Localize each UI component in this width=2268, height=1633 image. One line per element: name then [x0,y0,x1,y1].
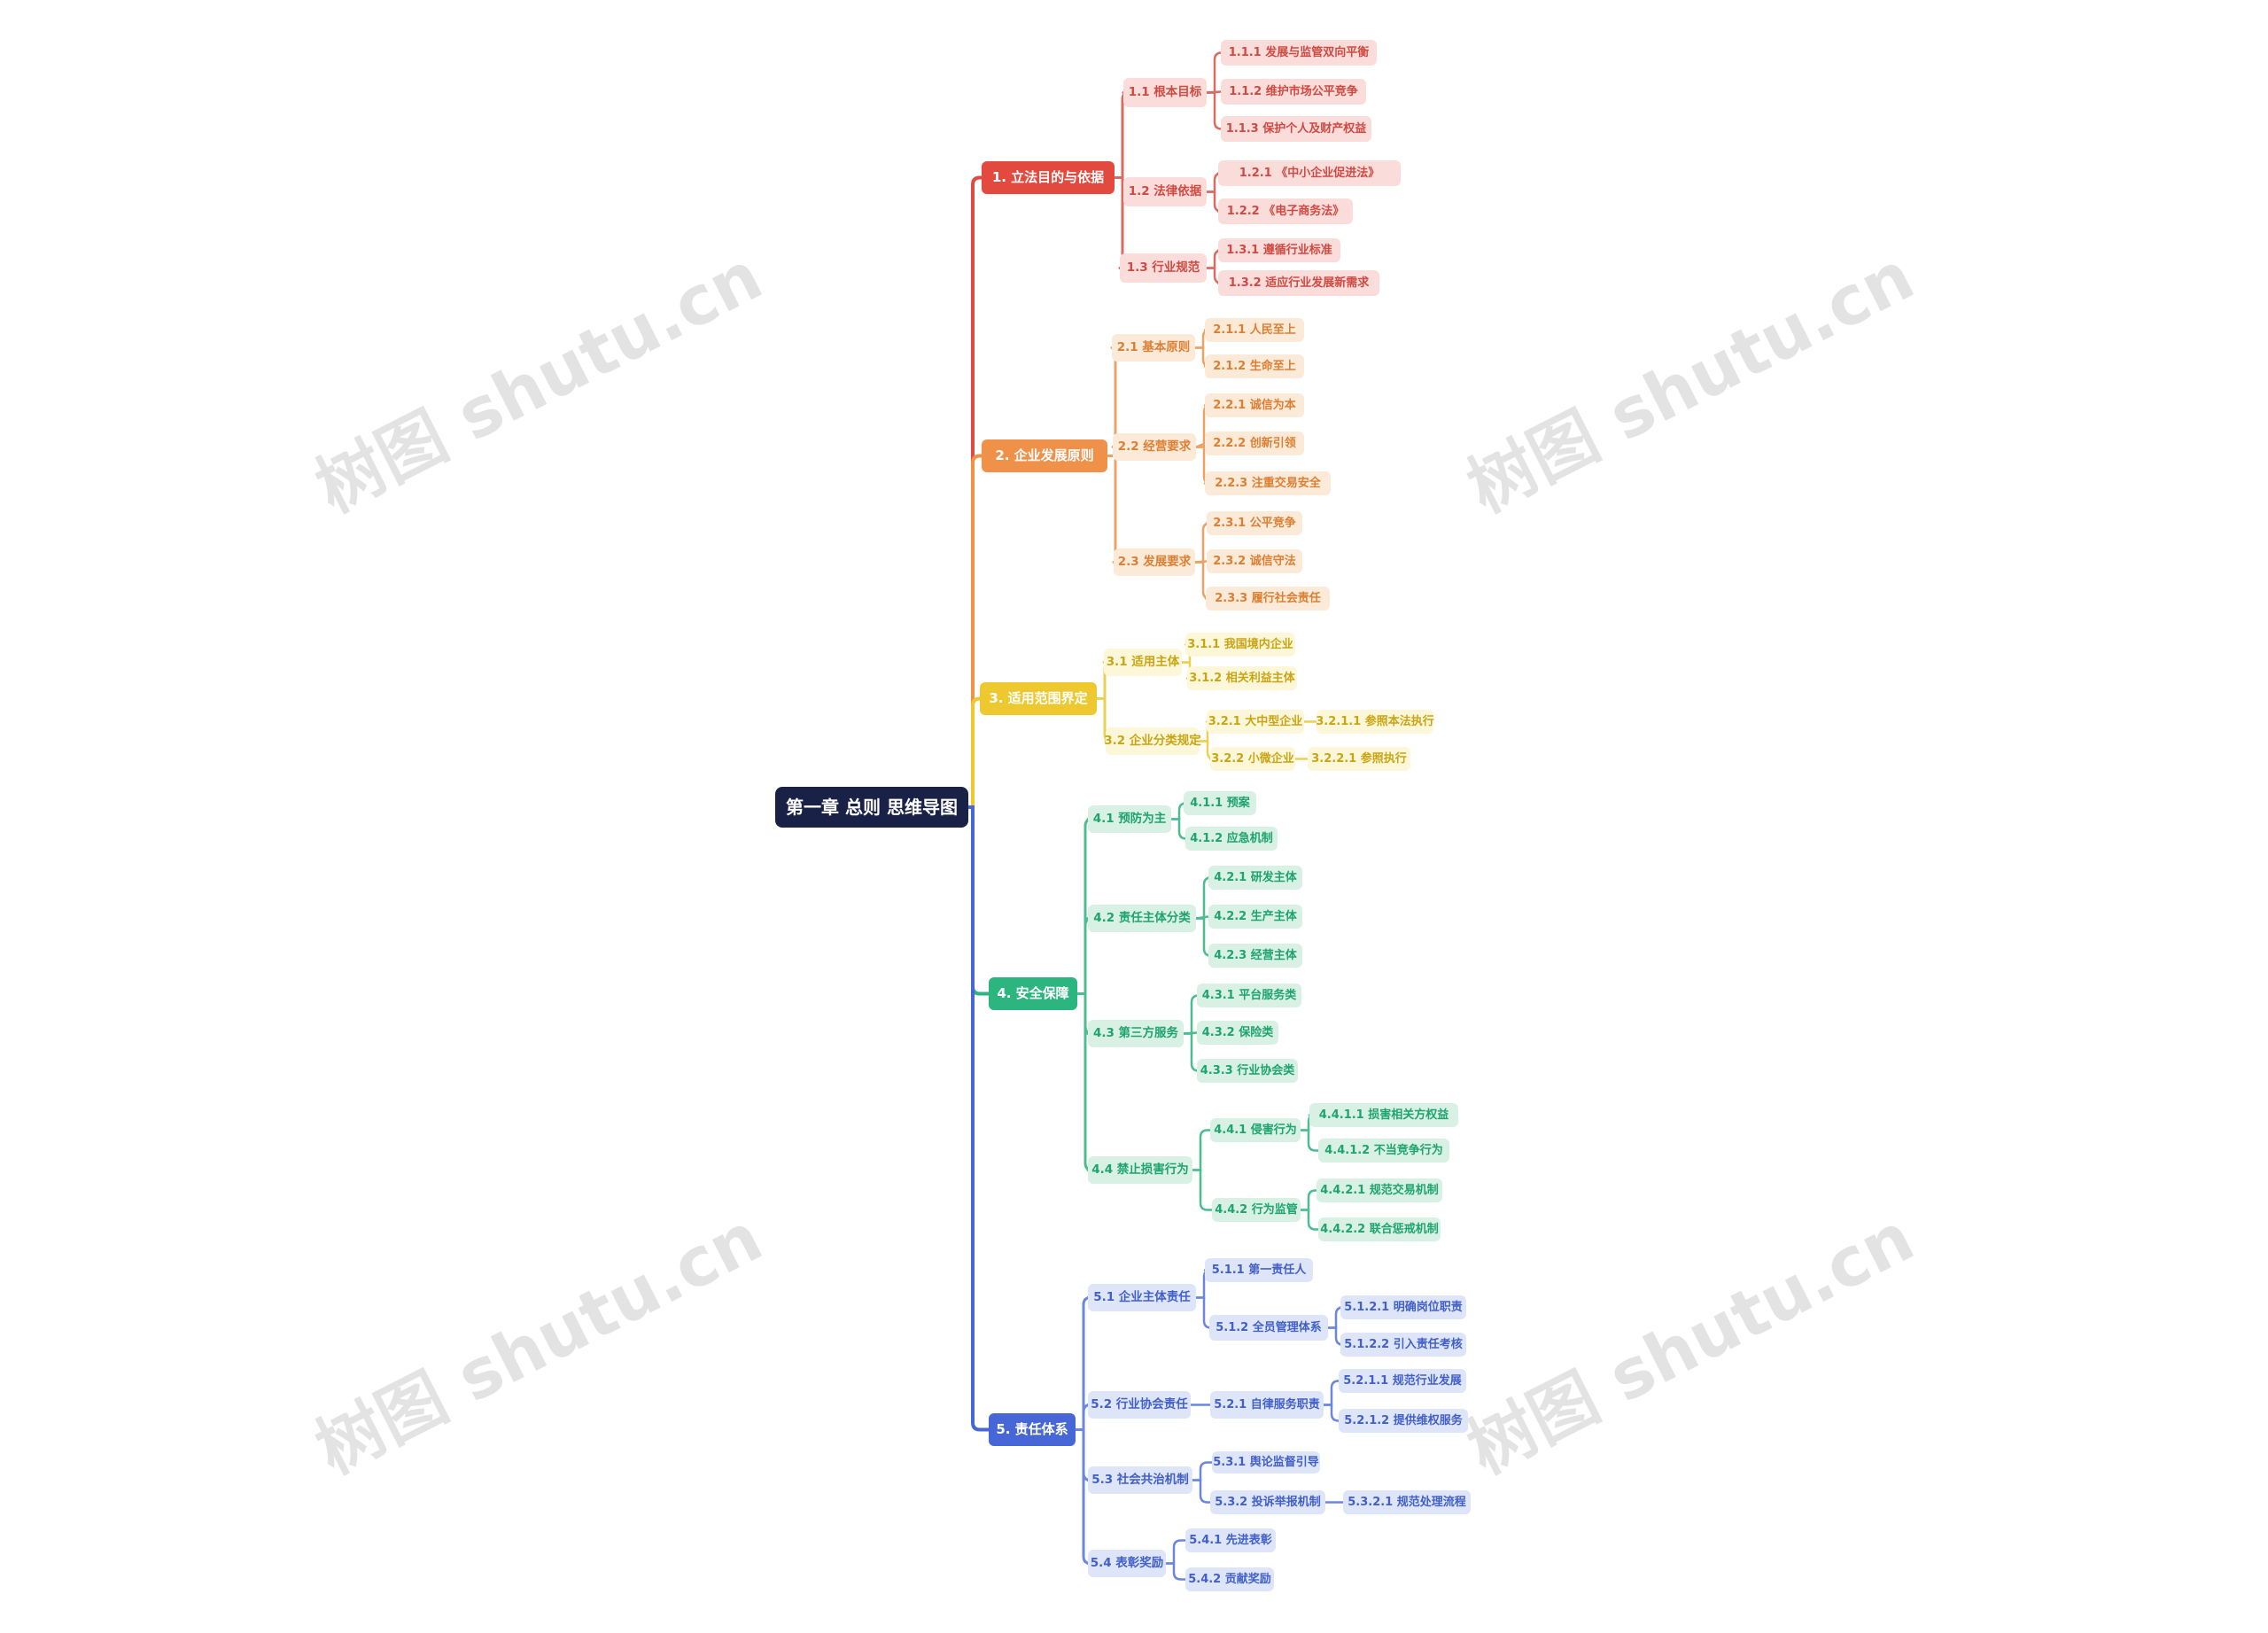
mindmap-node-2.2.2[interactable]: 2.2.2 创新引领 [1205,432,1304,455]
mindmap-node-3[interactable]: 3. 适用范围界定 [980,682,1097,715]
mindmap-node-1.1.3[interactable]: 1.1.3 保护个人及财产权益 [1221,116,1371,142]
mindmap-node-4.4[interactable]: 4.4 禁止损害行为 [1088,1156,1192,1184]
mindmap-node-4.1.1[interactable]: 4.1.1 预案 [1184,791,1256,815]
mindmap-node-3.2.1[interactable]: 3.2.1 大中型企业 [1207,710,1304,734]
mindmap-node-4.4.2.2[interactable]: 4.4.2.2 联合惩戒机制 [1318,1217,1441,1241]
mindmap-node-3.2.2[interactable]: 3.2.2 小微企业 [1210,747,1295,771]
mindmap-node-2.1.1[interactable]: 2.1.1 人民至上 [1205,318,1304,342]
mindmap-node-4.4.1.2[interactable]: 4.4.1.2 不当竞争行为 [1318,1139,1449,1163]
mindmap-node-5.3.1[interactable]: 5.3.1 舆论监督引导 [1212,1451,1320,1474]
mindmap-node-5.2[interactable]: 5.2 行业协会责任 [1088,1391,1191,1419]
mindmap-node-3.1.1[interactable]: 3.1.1 我国境内企业 [1185,633,1295,657]
mindmap-node-1.3.2[interactable]: 1.3.2 适应行业发展新需求 [1218,270,1379,296]
mindmap-node-1.2[interactable]: 1.2 法律依据 [1123,177,1207,206]
mindmap-node-4[interactable]: 4. 安全保障 [989,977,1077,1010]
mindmap-node-2.3[interactable]: 2.3 发展要求 [1114,548,1195,576]
mindmap-node-4.4.2.1[interactable]: 4.4.2.1 规范交易机制 [1317,1178,1442,1202]
mindmap-node-5.1.2.2[interactable]: 5.1.2.2 引入责任考核 [1340,1333,1466,1357]
mindmap-node-1[interactable]: 1. 立法目的与依据 [982,161,1115,194]
mindmap-node-1.1[interactable]: 1.1 根本目标 [1123,78,1207,107]
mindmap-node-2.2.1[interactable]: 2.2.1 诚信为本 [1205,393,1304,417]
mindmap-node-4.1[interactable]: 4.1 预防为主 [1088,805,1171,833]
mindmap-node-5.1.2[interactable]: 5.1.2 全员管理体系 [1209,1315,1328,1341]
mindmap-node-4.2.3[interactable]: 4.2.3 经营主体 [1208,944,1302,968]
mindmap-node-2.3.3[interactable]: 2.3.3 履行社会责任 [1206,587,1330,610]
mindmap-node-5.1.2.1[interactable]: 5.1.2.1 明确岗位职责 [1340,1295,1466,1319]
mindmap-node-5.4.2[interactable]: 5.4.2 贡献奖励 [1185,1567,1274,1591]
mindmap-node-4.3.3[interactable]: 4.3.3 行业协会类 [1197,1059,1298,1083]
mindmap-node-4.4.2[interactable]: 4.4.2 行为监管 [1212,1198,1301,1222]
mindmap-node-4.1.2[interactable]: 4.1.2 应急机制 [1185,827,1278,851]
mindmap-node-5.4[interactable]: 5.4 表彰奖励 [1088,1550,1166,1577]
mindmap-node-1.2.1[interactable]: 1.2.1 《中小企业促进法》 [1218,160,1401,186]
mindmap-node-2[interactable]: 2. 企业发展原则 [982,439,1107,472]
mindmap-node-5.3[interactable]: 5.3 社会共治机制 [1088,1466,1192,1494]
mindmap-node-4.3[interactable]: 4.3 第三方服务 [1088,1020,1184,1047]
mindmap-node-5.2.1.2[interactable]: 5.2.1.2 提供维权服务 [1339,1409,1468,1433]
mindmap-node-1.3.1[interactable]: 1.3.1 遵循行业标准 [1218,238,1340,262]
mindmap-node-5.4.1[interactable]: 5.4.1 先进表彰 [1185,1528,1276,1552]
mindmap-node-2.3.1[interactable]: 2.3.1 公平竞争 [1207,511,1302,535]
mindmap-node-4.2.1[interactable]: 4.2.1 研发主体 [1208,866,1302,890]
mindmap-node-4.2.2[interactable]: 4.2.2 生产主体 [1208,905,1302,929]
mindmap-node-2.1[interactable]: 2.1 基本原则 [1112,334,1195,362]
mindmap-node-5.1[interactable]: 5.1 企业主体责任 [1088,1284,1196,1311]
mindmap-node-5.3.2[interactable]: 5.3.2 投诉举报机制 [1210,1490,1325,1514]
mindmap-node-5.1.1[interactable]: 5.1.1 第一责任人 [1205,1258,1313,1282]
mindmap-node-2.1.2[interactable]: 2.1.2 生命至上 [1205,354,1304,378]
mindmap-node-2.3.2[interactable]: 2.3.2 诚信守法 [1207,549,1302,573]
mindmap-node-4.4.1.1[interactable]: 4.4.1.1 损害相关方权益 [1309,1103,1458,1127]
mindmap-node-4.4.1[interactable]: 4.4.1 侵害行为 [1210,1118,1301,1142]
mindmap-node-root[interactable]: 第一章 总则 思维导图 [775,787,968,828]
mindmap-node-5.2.1.1[interactable]: 5.2.1.1 规范行业发展 [1339,1369,1466,1393]
mindmap-node-1.1.2[interactable]: 1.1.2 维护市场公平竞争 [1221,79,1366,105]
mindmap-node-2.2[interactable]: 2.2 经营要求 [1113,433,1196,461]
mindmap-node-3.1.2[interactable]: 3.1.2 相关利益主体 [1187,666,1297,690]
mindmap-node-5.3.2.1[interactable]: 5.3.2.1 规范处理流程 [1343,1490,1471,1514]
mindmap-node-4.3.1[interactable]: 4.3.1 平台服务类 [1197,984,1301,1007]
mindmap-node-1.1.1[interactable]: 1.1.1 发展与监管双向平衡 [1221,40,1377,66]
mindmap-node-4.3.2[interactable]: 4.3.2 保险类 [1197,1021,1278,1045]
mindmap-node-5[interactable]: 5. 责任体系 [989,1413,1076,1446]
mindmap-node-3.2[interactable]: 3.2 企业分类规定 [1104,727,1201,755]
mindmap-node-1.2.2[interactable]: 1.2.2 《电子商务法》 [1218,198,1353,224]
mindmap-node-2.2.3[interactable]: 2.2.3 注重交易安全 [1205,471,1331,495]
mindmap-node-1.3[interactable]: 1.3 行业规范 [1120,253,1207,283]
mindmap-node-3.1[interactable]: 3.1 适用主体 [1104,649,1182,676]
mindmap-node-3.2.2.1[interactable]: 3.2.2.1 参照执行 [1308,747,1410,771]
mindmap-node-5.2.1[interactable]: 5.2.1 自律服务职责 [1210,1391,1324,1419]
mindmap-node-3.2.1.1[interactable]: 3.2.1.1 参照本法执行 [1316,710,1434,734]
mindmap-node-4.2[interactable]: 4.2 责任主体分类 [1088,905,1196,932]
